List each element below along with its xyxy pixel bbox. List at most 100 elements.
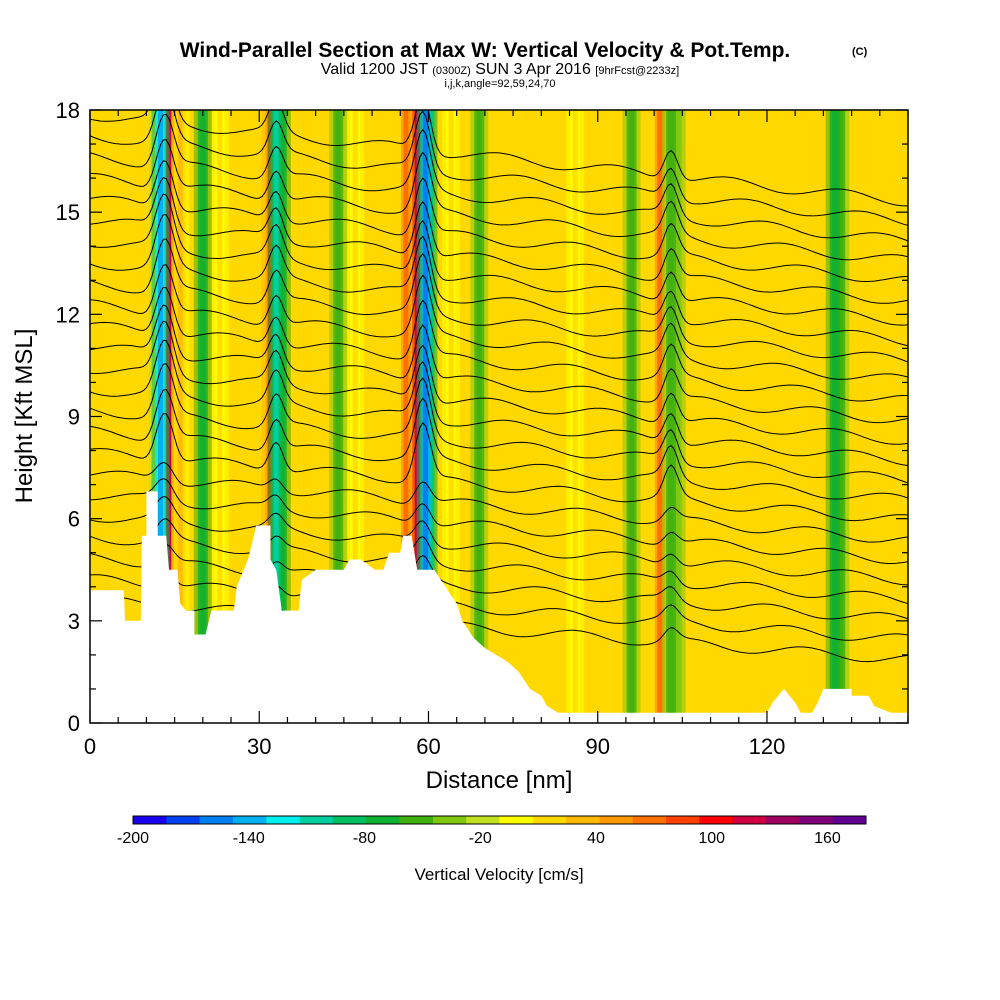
- downdraft-column-core: [832, 110, 838, 723]
- colorbar-tick-label: 100: [698, 830, 725, 847]
- chart-subtitle: Valid 1200 JST (0300Z) SUN 3 Apr 2016 [9…: [321, 61, 679, 78]
- chart-title-mark: (C): [852, 46, 868, 58]
- terrain: [90, 491, 908, 723]
- theta-contour: [90, 518, 908, 605]
- theta-contour: [90, 543, 908, 620]
- colorbar-swatch: [499, 816, 534, 824]
- chart-title: Wind-Parallel Section at Max W: Vertical…: [180, 39, 791, 62]
- colorbar-tick-label: -140: [233, 830, 265, 847]
- colorbar-tick-label: -80: [353, 830, 376, 847]
- colorbar-swatch: [599, 816, 634, 824]
- y-axis: 0 3 6 9 12 15 18: [56, 98, 908, 736]
- downdraft-column-core: [158, 110, 164, 723]
- subtitle-utc: (0300Z): [432, 65, 471, 77]
- theta-contour: [90, 304, 908, 424]
- chart-subtitle-2: i,j,k,angle=92,59,24,70: [444, 78, 555, 90]
- x-tick-label: 60: [416, 734, 440, 759]
- colorbar-ticks: -200 -140 -80 -20 40 100 160: [117, 830, 841, 847]
- updraft-column-core: [572, 110, 578, 723]
- colorbar-swatch: [566, 816, 600, 824]
- theta-contour: [90, 496, 908, 586]
- theta-contour: [90, 110, 908, 207]
- updraft-column-core: [657, 110, 663, 723]
- theta-contour: [90, 413, 908, 522]
- colorbar-label: Vertical Velocity [cm/s]: [414, 865, 583, 884]
- theta-contour: [90, 339, 908, 466]
- colorbar-swatch: [299, 816, 334, 824]
- updraft-column-core: [448, 110, 454, 723]
- x-tick-label: 30: [247, 734, 271, 759]
- theta-contour: [90, 214, 908, 347]
- colorbar-swatch: [399, 816, 434, 824]
- updraft-column-core: [177, 110, 183, 723]
- downdraft-column-core: [200, 110, 206, 723]
- theta-contour: [90, 568, 908, 641]
- y-tick-label: 18: [56, 98, 80, 123]
- colorbar-swatch: [166, 816, 201, 824]
- colorbar-swatch: [133, 816, 167, 824]
- theta-contour: [90, 363, 908, 484]
- downdraft-column-core: [335, 110, 341, 723]
- theta-contour: [90, 176, 908, 304]
- y-tick-label: 15: [56, 200, 80, 225]
- colorbar-swatch: [332, 816, 367, 824]
- colorbar-swatch: [432, 816, 467, 824]
- y-tick-label: 6: [68, 507, 80, 532]
- subtitle-fcst: [9hrFcst@2233z]: [595, 65, 679, 77]
- theta-contour: [90, 238, 908, 363]
- x-axis: 0 30 60 90 120: [84, 110, 909, 759]
- x-axis-label: Distance [nm]: [426, 767, 573, 794]
- colorbar-swatch: [466, 816, 500, 824]
- colorbar-swatch: [199, 816, 234, 824]
- theta-contour: [90, 110, 908, 226]
- colorbar-swatch: [266, 816, 301, 824]
- colorbar-swatch: [666, 816, 700, 824]
- colorbar-tick-label: 160: [814, 830, 841, 847]
- updraft-column-core: [403, 110, 409, 723]
- theta-contour: [90, 286, 908, 402]
- colorbar-swatch: [232, 816, 267, 824]
- theta-contour: [90, 139, 908, 261]
- theta-contour: [90, 389, 908, 500]
- colorbar: [132, 815, 867, 825]
- downdraft-column-core: [668, 110, 674, 723]
- subtitle-date: SUN 3 Apr 2016: [475, 61, 591, 78]
- subtitle-valid: Valid 1200 JST: [321, 61, 429, 78]
- theta-contour: [90, 320, 908, 445]
- theta-contours: [90, 110, 908, 663]
- y-tick-label: 9: [68, 405, 80, 430]
- theta-contour: [90, 113, 908, 242]
- colorbar-swatch: [532, 816, 567, 824]
- downdraft-column-core: [273, 110, 279, 723]
- downdraft-column-core: [476, 110, 482, 723]
- theta-contour: [90, 193, 908, 326]
- colorbar-swatch: [832, 816, 867, 824]
- theta-contour: [90, 478, 908, 564]
- colorbar-tick-label: 40: [587, 830, 605, 847]
- y-tick-label: 0: [68, 711, 80, 736]
- y-axis-label: Height [Kft MSL]: [11, 329, 38, 504]
- updraft-column-core: [352, 110, 358, 723]
- theta-contour: [90, 461, 908, 543]
- colorbar-swatch: [799, 816, 834, 824]
- theta-contour: [90, 160, 908, 282]
- downdraft-column-core: [629, 110, 635, 723]
- y-tick-label: 12: [56, 302, 80, 327]
- x-tick-label: 120: [749, 734, 786, 759]
- colorbar-tick-label: -200: [117, 830, 149, 847]
- colorbar-frame: [132, 815, 867, 825]
- colorbar-swatch: [732, 816, 767, 824]
- x-tick-label: 90: [585, 734, 609, 759]
- plot-area: [90, 110, 908, 723]
- colorbar-swatch: [366, 816, 401, 824]
- x-tick-label: 0: [84, 734, 96, 759]
- downdraft-column-core: [423, 110, 429, 723]
- colorbar-tick-label: -20: [469, 830, 492, 847]
- updraft-column-core: [217, 110, 223, 723]
- colorbar-swatch: [632, 816, 667, 824]
- colorbar-swatch: [699, 816, 734, 824]
- y-tick-label: 3: [68, 609, 80, 634]
- theta-contour: [90, 264, 908, 380]
- theta-contour: [90, 589, 908, 663]
